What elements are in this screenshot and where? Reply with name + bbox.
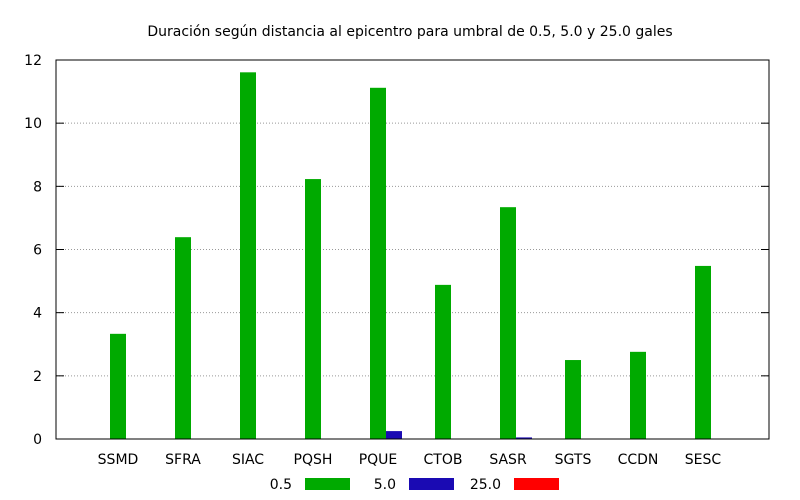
x-tick-label: SSMD (98, 452, 139, 468)
bar (695, 265, 711, 439)
legend-label: 0.5 (270, 477, 292, 493)
bar (516, 437, 532, 439)
legend-swatch (305, 478, 350, 490)
y-tick-label: 2 (33, 369, 42, 385)
x-tick-label: SIAC (232, 452, 264, 468)
bar (630, 351, 646, 439)
legend-label: 25.0 (470, 477, 501, 493)
y-tick-label: 12 (24, 53, 42, 69)
bar (500, 207, 516, 439)
bar (240, 72, 256, 439)
y-tick-label: 4 (33, 306, 42, 322)
bar (110, 333, 126, 439)
bar (370, 87, 386, 439)
y-tick-label: 8 (33, 179, 42, 195)
legend: 0.5 5.0 25.0 (270, 477, 559, 493)
y-tick-label: 10 (24, 116, 42, 132)
x-tick-label: PQSH (294, 452, 333, 468)
bar (435, 284, 451, 439)
legend-swatch (409, 478, 454, 490)
x-axis: SSMD SFRA SIAC PQSH PQUE CTOB SASR SGTS CCDN SESC (98, 452, 722, 468)
x-tick-label: CTOB (424, 452, 463, 468)
legend-label: 5.0 (374, 477, 396, 493)
x-tick-label: SESC (685, 452, 722, 468)
x-tick-label: CCDN (618, 452, 659, 468)
x-tick-label: SGTS (555, 452, 592, 468)
grid-lines (56, 122, 769, 377)
x-tick-label: SFRA (165, 452, 201, 468)
bar (565, 360, 581, 439)
bar (386, 431, 402, 439)
bar (305, 179, 321, 440)
x-tick-label: PQUE (359, 452, 398, 468)
bar (175, 237, 191, 439)
legend-swatch (514, 478, 559, 490)
chart-title: Duración según distancia al epicentro pa… (147, 24, 672, 40)
x-tick-label: SASR (489, 452, 527, 468)
y-tick-label: 6 (33, 243, 42, 259)
y-axis: 0 2 4 6 8 10 12 (24, 53, 769, 448)
bars (110, 72, 711, 440)
y-tick-label: 0 (33, 432, 42, 448)
